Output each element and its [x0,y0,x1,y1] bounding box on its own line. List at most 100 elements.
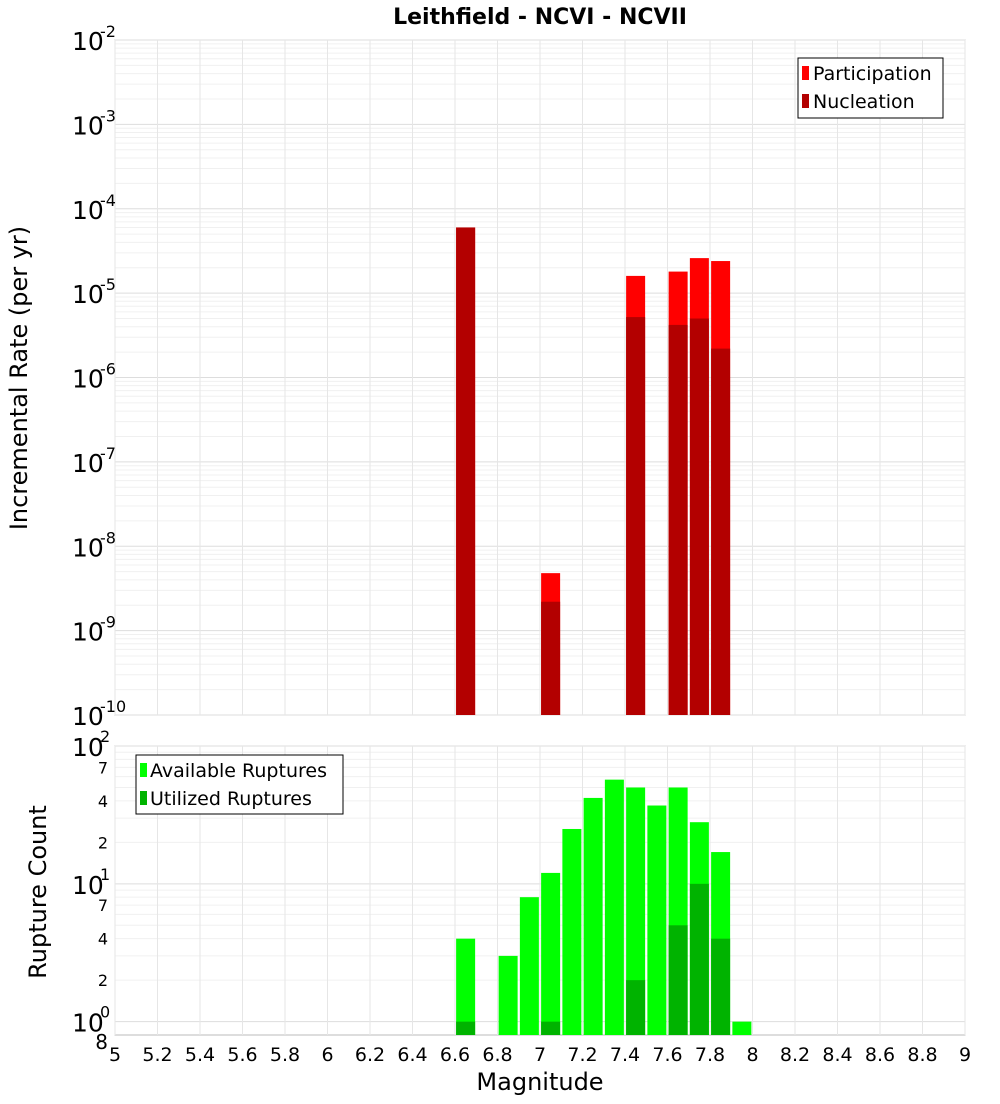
x-tick-label: 5.8 [270,1044,300,1066]
top-y-tick-base: 10 [72,280,104,309]
top-panel: Leithfield - NCVI - NCVII 10-1010-910-81… [5,5,966,731]
bottom-y-tick-base: 10 [72,733,104,762]
nucleation-bar [541,601,561,715]
x-tick-label: 8.2 [780,1044,810,1066]
top-y-tick-exponent: -5 [100,275,116,294]
x-tick-label: 8.8 [907,1044,937,1066]
bottom-y-tick-exponent: 1 [100,865,110,884]
bottom-y-minor-tick-label: 4 [98,930,108,949]
legend-swatch-nucleation [802,94,809,108]
nucleation-bar [626,317,646,715]
top-y-tick: 10-4 [72,191,116,225]
top-bars [456,227,731,715]
top-y-tick-exponent: -2 [100,22,116,41]
nucleation-bar [456,227,476,715]
bottom-y-tick-base: 10 [72,1009,104,1038]
utilized-bar [668,925,688,1035]
top-y-tick-exponent: -4 [100,191,116,210]
top-grid [114,39,966,716]
available-bar [456,938,476,1035]
available-bar [604,779,624,1035]
x-tick-label: 6.6 [440,1044,470,1066]
available-bar [647,805,667,1035]
legend-label-nucleation: Nucleation [813,91,915,113]
top-y-tick-exponent: -10 [100,697,126,716]
x-tick-label: 5 [109,1044,121,1066]
available-bar [583,797,603,1035]
x-tick-label: 7.4 [610,1044,640,1066]
top-y-tick-exponent: -7 [100,444,116,463]
top-y-tick-base: 10 [72,449,104,478]
top-legend-box [797,57,944,119]
bottom-y-major-tick: 101 [72,865,110,900]
chart-title: Leithfield - NCVI - NCVII [393,5,687,30]
top-y-tick-exponent: -9 [100,613,116,632]
legend-label-utilized: Utilized Ruptures [150,788,312,810]
top-y-tick: 10-5 [72,275,116,309]
legend-swatch-participation [802,66,809,80]
available-bar [626,787,646,1035]
top-y-tick-exponent: -3 [100,106,116,125]
utilized-bar [689,883,709,1035]
available-bar [498,955,518,1035]
bottom-y-tick-exponent: 2 [100,727,110,746]
x-tick-label: 6.8 [482,1044,512,1066]
bottom-y-minor-tick-label: 7 [98,758,108,777]
available-bar [562,828,582,1035]
available-bar [541,872,561,1035]
top-y-tick: 10-3 [72,106,116,140]
bottom-y-axis-label: Rupture Count [24,805,52,979]
utilized-bar [456,1021,476,1035]
utilized-bar [626,980,646,1035]
x-tick-label: 8 [746,1044,758,1066]
bottom-legend: Available Ruptures Utilized Ruptures [135,754,344,815]
x-tick-label: 8.6 [865,1044,895,1066]
top-y-tick-base: 10 [72,618,104,647]
top-y-tick: 10-10 [72,697,126,731]
x-tick-label: 6.4 [397,1044,427,1066]
x-tick-label: 8.4 [822,1044,852,1066]
x-tick-label: 7 [534,1044,546,1066]
top-y-tick-exponent: -6 [100,360,116,379]
x-tick-label: 7.8 [695,1044,725,1066]
nucleation-bar [689,318,709,715]
bottom-y-minor-tick-label: 2 [98,833,108,852]
top-y-tick: 10-6 [72,360,116,394]
legend-label-available: Available Ruptures [150,760,327,782]
x-tick-label: 5.2 [142,1044,172,1066]
legend-swatch-utilized [140,791,147,805]
x-tick-label: 9 [959,1044,971,1066]
utilized-bar [711,938,731,1035]
x-tick-label: 6.2 [355,1044,385,1066]
top-y-tick-base: 10 [72,27,104,56]
x-tick-label: 5.6 [227,1044,257,1066]
top-y-axis-label: Incremental Rate (per yr) [5,226,33,530]
top-y-tick: 10-9 [72,613,116,647]
bottom-y-tick-base: 10 [72,871,104,900]
x-tick-label: 6 [321,1044,333,1066]
bottom-y-minor-tick-label: 4 [98,792,108,811]
top-y-tick-exponent: -8 [100,528,116,547]
x-tick-labels: 5 5.2 5.4 5.6 5.8 6 6.2 6.4 6.6 6.8 7 7.2 7.4 7.6 7.8 8… [109,1044,971,1066]
top-legend: Participation Nucleation [797,57,944,119]
legend-label-participation: Participation [813,63,932,85]
x-tick-label: 5.4 [185,1044,215,1066]
top-y-tick-base: 10 [72,533,104,562]
bottom-y-minor-tick-label: 8 [95,1030,108,1054]
nucleation-bar [711,348,731,715]
available-bar [519,897,539,1035]
top-y-tick: 10-8 [72,528,116,562]
top-y-tick-base: 10 [72,702,104,731]
bottom-y-minor-tick-label: 7 [98,896,108,915]
utilized-bar [541,1021,561,1035]
available-bar [732,1021,752,1035]
top-y-tick-base: 10 [72,111,104,140]
bottom-y-major-tick: 100 [72,1003,110,1038]
top-y-tick-base: 10 [72,196,104,225]
legend-swatch-available [140,763,147,777]
bottom-bars [456,779,752,1035]
